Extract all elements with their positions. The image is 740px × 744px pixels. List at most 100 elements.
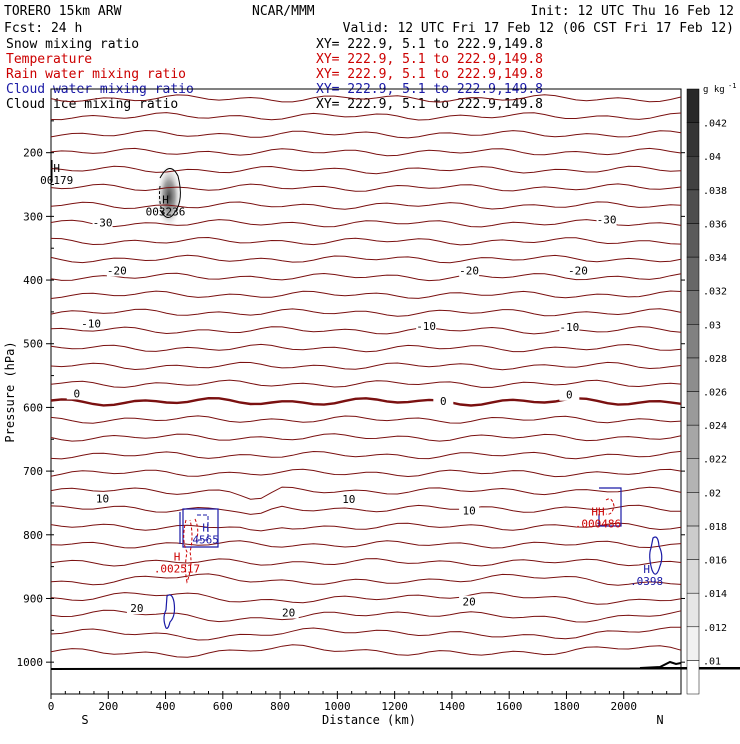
rain-contour bbox=[183, 519, 193, 584]
extremum-mark: H bbox=[202, 522, 209, 535]
colorbar-segment bbox=[686, 189, 700, 224]
y-tick-label: 900 bbox=[23, 592, 43, 605]
legend-entry-name: Temperature bbox=[6, 52, 92, 67]
temp-label-bg bbox=[66, 387, 87, 400]
temp-label-bg bbox=[92, 216, 113, 229]
extremum-mark: H bbox=[174, 550, 181, 563]
isotherm bbox=[50, 433, 682, 442]
temperature-label: 20 bbox=[130, 602, 143, 615]
isotherm bbox=[50, 94, 682, 103]
snow-shading bbox=[156, 166, 182, 234]
temperature-label: -20 bbox=[459, 265, 479, 278]
axes: 0 200 400 600 800 1000 1200 1400 1600 1800 2000200… bbox=[17, 120, 685, 713]
extremum-value: 4565 bbox=[192, 534, 219, 547]
extremum-mark: H bbox=[162, 194, 169, 207]
extremum-mark: HH bbox=[591, 506, 604, 519]
cloud-water-contour bbox=[649, 536, 663, 575]
legend-entry-xy: XY= 222.9, 5.1 to 222.9,149.8 bbox=[316, 97, 543, 112]
colorbar-segment bbox=[686, 88, 700, 123]
rain-contour bbox=[194, 518, 199, 543]
colorbar-tick-label: .034 bbox=[703, 253, 727, 264]
x-tick-label: 800 bbox=[270, 700, 290, 713]
valid-time: Valid: 12 UTC Fri 17 Feb 12 (06 CST Fri … bbox=[343, 21, 734, 36]
rain-contour bbox=[605, 498, 615, 515]
colorbar-tick-label: .022 bbox=[703, 455, 727, 466]
extremum-value: 003236 bbox=[146, 206, 186, 219]
colorbar-segment bbox=[686, 357, 700, 392]
y-tick-label: 300 bbox=[23, 210, 43, 223]
isotherm bbox=[50, 609, 682, 623]
hydrometeor-contours bbox=[51, 160, 663, 629]
temperature-label: 10 bbox=[342, 493, 355, 506]
colorbar: .01 .012 .014 .016 .018 .02 .022 .024 .026 .028 .0… bbox=[686, 82, 736, 695]
isotherm bbox=[50, 290, 682, 299]
colorbar-tick-label: .03 bbox=[703, 320, 721, 331]
colorbar-tick-label: .014 bbox=[703, 589, 727, 600]
y-tick-label: 500 bbox=[23, 338, 43, 351]
isotherm bbox=[50, 254, 682, 264]
y-axis-label: Pressure (hPa) bbox=[3, 341, 17, 442]
isotherm bbox=[50, 540, 682, 549]
legend-entry-xy: XY= 222.9, 5.1 to 222.9,149.8 bbox=[316, 52, 543, 67]
temp-label-bg bbox=[81, 317, 102, 330]
extremum-mark: H bbox=[53, 162, 60, 175]
colorbar-segment bbox=[686, 458, 700, 493]
init-time: Init: 12 UTC Thu 16 Feb 12 bbox=[531, 4, 735, 19]
legend-entry-name: Rain water mixing ratio bbox=[6, 67, 186, 82]
temperature-label: -30 bbox=[93, 217, 113, 230]
colorbar-segment bbox=[686, 492, 700, 527]
cloud-water-contour bbox=[163, 594, 176, 629]
x-tick-label: 1000 bbox=[324, 700, 351, 713]
colorbar-segment bbox=[686, 223, 700, 258]
temperature-contours bbox=[50, 94, 682, 658]
x-tick-label: 2000 bbox=[610, 700, 637, 713]
y-tick-label: 1000 bbox=[17, 656, 44, 669]
colorbar-tick-label: .02 bbox=[703, 488, 721, 499]
extremum-value: .0398 bbox=[630, 575, 663, 588]
colorbar-segment bbox=[686, 391, 700, 426]
model-title: TORERO 15km ARW bbox=[4, 4, 122, 19]
isotherm bbox=[50, 343, 682, 353]
colorbar-tick-label: .038 bbox=[703, 186, 727, 197]
isotherm bbox=[50, 522, 682, 532]
temperature-label: -10 bbox=[559, 321, 579, 334]
isotherm bbox=[50, 308, 682, 317]
temperature-labels: -30 -30 -20 -20 -20 -10 -10 -10 0 0 0 10 10 10 20 20 20 bbox=[66, 213, 617, 619]
temp-label-bg bbox=[459, 264, 480, 277]
colorbar-segment bbox=[686, 256, 700, 291]
extrema-labels: H00179H003236H4565H.002517HH.000486H.039… bbox=[40, 162, 663, 588]
colorbar-segment bbox=[686, 592, 700, 628]
temperature-label: 0 bbox=[566, 389, 573, 402]
snow-contour bbox=[159, 168, 181, 218]
legend-entry-xy: XY= 222.9, 5.1 to 222.9,149.8 bbox=[316, 67, 543, 82]
north-label: N bbox=[656, 713, 663, 727]
isotherm bbox=[50, 183, 682, 192]
temperature-label: 20 bbox=[282, 606, 295, 619]
x-tick-label: 1400 bbox=[439, 700, 466, 713]
isotherm bbox=[50, 558, 682, 567]
x-tick-label: 1800 bbox=[553, 700, 580, 713]
y-tick-label: 800 bbox=[23, 529, 43, 542]
temperature-label: 0 bbox=[73, 387, 80, 400]
x-tick-label: 600 bbox=[213, 700, 233, 713]
colorbar-tick-label: .032 bbox=[703, 287, 727, 298]
temperature-label: 10 bbox=[462, 505, 475, 518]
colorbar-tick-label: .024 bbox=[703, 421, 727, 432]
colorbar-segment bbox=[686, 626, 700, 661]
temperature-label: -20 bbox=[107, 265, 127, 278]
legend-entry-xy: XY= 222.9, 5.1 to 222.9,149.8 bbox=[316, 37, 543, 52]
isotherm bbox=[50, 573, 682, 586]
colorbar-unit-exponent: -1 bbox=[728, 82, 736, 90]
colorbar-tick-label: .028 bbox=[703, 354, 727, 365]
extremum-value: 00179 bbox=[40, 174, 73, 187]
isotherm bbox=[50, 219, 682, 228]
colorbar-segment bbox=[686, 122, 700, 157]
isotherm bbox=[50, 592, 682, 605]
colorbar-unit: g kg bbox=[703, 85, 725, 95]
isotherm bbox=[50, 272, 682, 282]
isotherm bbox=[50, 129, 682, 139]
temp-label-bg bbox=[459, 595, 480, 608]
y-tick-label: 400 bbox=[23, 274, 43, 287]
colorbar-tick-label: .026 bbox=[703, 388, 727, 399]
